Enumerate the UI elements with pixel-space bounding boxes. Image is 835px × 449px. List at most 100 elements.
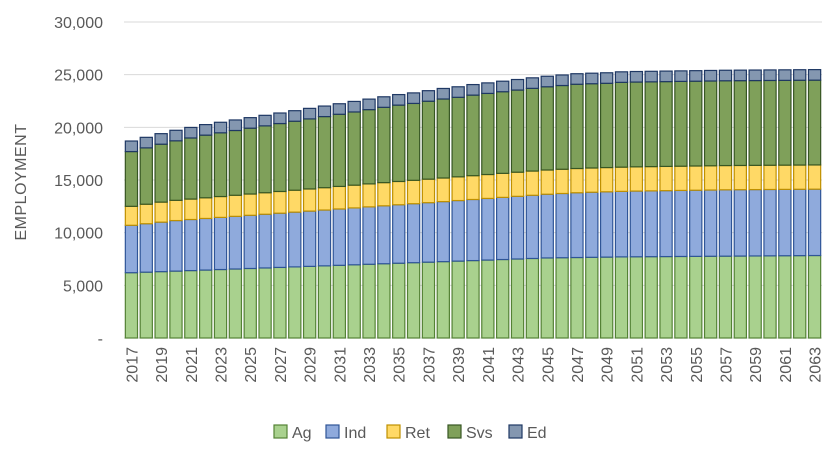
bar-ag-2056 — [703, 255, 718, 339]
bar-svs-2023 — [213, 132, 228, 198]
bar-ed-2020 — [169, 129, 183, 142]
bar-ed-2021 — [184, 126, 198, 139]
bar-ag-2058 — [733, 255, 748, 339]
bar-ind-2063 — [807, 188, 822, 257]
x-tick-label: 2057 — [718, 347, 735, 383]
bar-ret-2048 — [585, 167, 599, 193]
x-tick-label: 2045 — [540, 347, 557, 383]
bar-ag-2054 — [674, 255, 688, 339]
bar-svs-2061 — [778, 79, 792, 166]
bar-ind-2059 — [748, 188, 762, 257]
bar-svs-2020 — [169, 140, 183, 201]
legend-swatch-ret — [386, 424, 401, 439]
bar-ed-2047 — [570, 73, 584, 85]
bar-ind-2060 — [763, 188, 777, 257]
bar-svs-2044 — [525, 87, 540, 172]
bar-ret-2063 — [807, 164, 822, 190]
legend-label-ind: Ind — [344, 425, 366, 442]
bar-svs-2052 — [644, 81, 658, 168]
bar-svs-2049 — [599, 82, 614, 169]
x-tick-label: 2023 — [214, 347, 231, 383]
bar-ind-2053 — [659, 190, 673, 258]
bar-ret-2039 — [451, 176, 465, 202]
bar-ed-2037 — [421, 90, 436, 102]
bar-ind-2022 — [198, 217, 213, 271]
bar-ag-2042 — [496, 258, 510, 339]
bar-ind-2062 — [793, 188, 807, 257]
bar-ed-2056 — [703, 69, 718, 82]
bar-ag-2028 — [288, 266, 302, 339]
bar-ret-2060 — [763, 164, 777, 191]
bar-svs-2042 — [496, 91, 510, 174]
bar-ed-2031 — [332, 103, 347, 115]
bar-ed-2057 — [718, 69, 733, 82]
x-tick-label: 2049 — [600, 347, 617, 383]
bar-ind-2019 — [154, 221, 168, 273]
bar-ret-2038 — [436, 177, 450, 203]
bar-ed-2024 — [228, 119, 243, 132]
bar-ed-2040 — [466, 83, 480, 96]
bar-ag-2063 — [807, 254, 822, 339]
bar-ag-2057 — [718, 255, 733, 339]
legend-label-ed: Ed — [527, 425, 547, 442]
bar-ed-2043 — [510, 78, 525, 91]
bar-ag-2049 — [599, 256, 614, 339]
bar-ind-2042 — [496, 196, 510, 261]
bar-ag-2023 — [213, 268, 228, 339]
x-tick-label: 2055 — [689, 347, 706, 383]
bar-svs-2063 — [807, 79, 822, 166]
y-axis-ticks: - 5,000 10,000 15,000 20,000 25,000 30,000 — [54, 15, 103, 348]
bar-ind-2033 — [362, 206, 376, 265]
bar-ind-2017 — [124, 224, 139, 274]
x-tick-label: 2025 — [243, 347, 260, 383]
bar-ed-2050 — [614, 71, 629, 83]
bar-ret-2029 — [302, 188, 317, 212]
x-tick-label: 2059 — [748, 347, 765, 383]
bar-ag-2062 — [793, 255, 807, 339]
x-tick-label: 2037 — [421, 347, 438, 383]
bar-ind-2035 — [392, 204, 406, 264]
bar-ag-2019 — [154, 271, 168, 339]
bar-svs-2053 — [659, 81, 673, 168]
bar-svs-2048 — [585, 83, 599, 169]
bar-ag-2044 — [525, 257, 540, 339]
bar-svs-2027 — [273, 122, 287, 193]
bar-ed-2026 — [258, 114, 272, 127]
y-tick-label: 15,000 — [54, 173, 103, 190]
bar-ag-2036 — [406, 262, 421, 339]
bar-ag-2043 — [510, 258, 525, 339]
bar-ret-2019 — [154, 201, 168, 223]
bar-ind-2038 — [436, 200, 450, 263]
bar-ed-2042 — [496, 80, 510, 93]
bar-ed-2041 — [481, 82, 495, 95]
bar-ind-2028 — [288, 211, 302, 268]
bar-svs-2040 — [466, 94, 480, 177]
bar-ind-2057 — [718, 189, 733, 257]
bar-svs-2058 — [733, 80, 748, 167]
bar-ed-2017 — [124, 140, 139, 153]
bar-svs-2041 — [481, 92, 495, 176]
bar-ed-2049 — [599, 72, 614, 84]
bar-ed-2051 — [629, 70, 644, 83]
bar-ret-2040 — [466, 175, 480, 201]
bar-ind-2043 — [510, 195, 525, 260]
bar-ret-2032 — [347, 184, 361, 209]
bar-ret-2036 — [406, 179, 421, 205]
bar-ind-2027 — [273, 212, 287, 269]
bar-ret-2028 — [288, 189, 302, 213]
bar-ag-2040 — [466, 259, 480, 339]
bar-ret-2034 — [377, 182, 391, 207]
bar-ind-2030 — [317, 209, 332, 267]
bar-ind-2018 — [139, 223, 153, 273]
bar-ed-2030 — [317, 105, 332, 118]
bar-ret-2021 — [184, 198, 198, 221]
x-tick-label: 2043 — [511, 347, 528, 383]
bar-ag-2037 — [421, 261, 436, 339]
bar-ed-2062 — [793, 69, 807, 81]
bar-svs-2024 — [228, 129, 243, 196]
bar-ret-2031 — [332, 185, 347, 210]
x-axis-ticks: 2017 2019 2021 2023 2025 2027 2029 2031 2033 2035… — [124, 347, 824, 383]
bar-ag-2026 — [258, 267, 272, 339]
bar-svs-2055 — [689, 80, 703, 167]
bar-ed-2032 — [347, 100, 361, 113]
